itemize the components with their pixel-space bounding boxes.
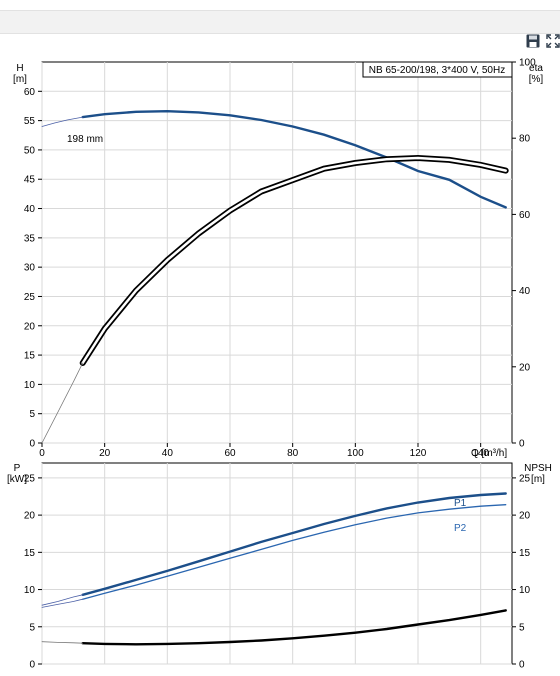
left-tick-label: 10 [24,380,36,391]
power-axis-unit: [kW] [7,474,27,485]
x-tick-label: 80 [287,448,299,459]
power-axis-label: P [14,463,21,474]
lower-plot-area: 0 5 10 15 20 25 0 5 10 15 20 25 [24,462,531,671]
x-tick-label: 100 [347,448,364,459]
head-axis-label: H [16,63,23,74]
x-axis-label: Q [m³/h] [471,448,507,459]
x-tick-label: 140 [472,448,489,459]
right-tick-label: 10 [519,585,531,596]
series-line-3 [41,598,84,608]
left-tick-label: 20 [24,511,36,522]
left-tick-label: 35 [24,233,36,244]
right-tick-label: 80 [519,134,531,145]
left-tick-label: 25 [24,292,36,303]
eta-axis-unit: [%] [529,74,544,85]
x-tick-label: 120 [410,448,427,459]
right-tick-label: 15 [519,548,531,559]
series-line-2-inner [81,156,507,365]
right-tick-label: 20 [519,362,531,373]
left-tick-label: 5 [29,622,35,633]
top-toolbar-strip [0,10,560,34]
impeller-diameter-label: 198 mm [67,134,103,145]
left-tick-label: 0 [29,439,35,450]
save-icon[interactable] [526,34,540,53]
right-tick-label: 20 [519,511,531,522]
chart-title: NB 65-200/198, 3*400 V, 50Hz [369,65,505,76]
right-tick-label: 5 [519,622,525,633]
series-line-4 [81,609,507,646]
left-tick-label: 5 [29,409,35,420]
right-tick-label: 25 [519,473,531,484]
left-tick-label: 0 [29,660,35,671]
right-tick-label: 40 [519,286,531,297]
p1-series-label: P1 [454,498,467,509]
left-tick-label: 45 [24,175,36,186]
chart-title-box [362,61,513,78]
left-tick-label: 55 [24,116,36,127]
left-tick-label: 50 [24,145,36,156]
p2-series-label: P2 [454,523,467,534]
right-tick-label: 0 [519,660,525,671]
npsh-axis-unit: [m] [531,474,545,485]
head-axis-unit: [m] [13,74,27,85]
series-line-5 [41,641,84,644]
left-tick-label: 20 [24,321,36,332]
npsh-axis-label: NPSH [524,463,552,474]
expand-icon[interactable] [546,34,560,53]
p2-series-line-1 [82,504,507,600]
left-tick-label: 40 [24,204,36,215]
upper-plot-area: 0 5 10 15 20 25 30 35 40 45 50 55 60 0 20 40 60 80 100 0 2… [24,58,536,460]
series-line-3 [41,362,84,444]
series-line-0 [81,109,507,209]
right-tick-label: 0 [519,439,525,450]
x-tick-label: 20 [99,448,111,459]
right-tick-label: 60 [519,210,531,221]
p1-series-line-0 [81,492,507,596]
left-tick-label: 15 [24,351,36,362]
left-tick-label: 15 [24,548,36,559]
left-tick-label: 30 [24,263,36,274]
x-tick-label: 0 [39,448,45,459]
x-tick-label: 40 [162,448,174,459]
left-tick-label: 10 [24,585,36,596]
right-tick-label: 100 [519,58,536,69]
x-tick-label: 60 [224,448,236,459]
series-line-2 [41,594,84,606]
series-line-1 [41,116,84,127]
left-tick-label: 25 [24,473,36,484]
eta-axis-label: eta [529,63,543,74]
left-tick-label: 60 [24,87,36,98]
